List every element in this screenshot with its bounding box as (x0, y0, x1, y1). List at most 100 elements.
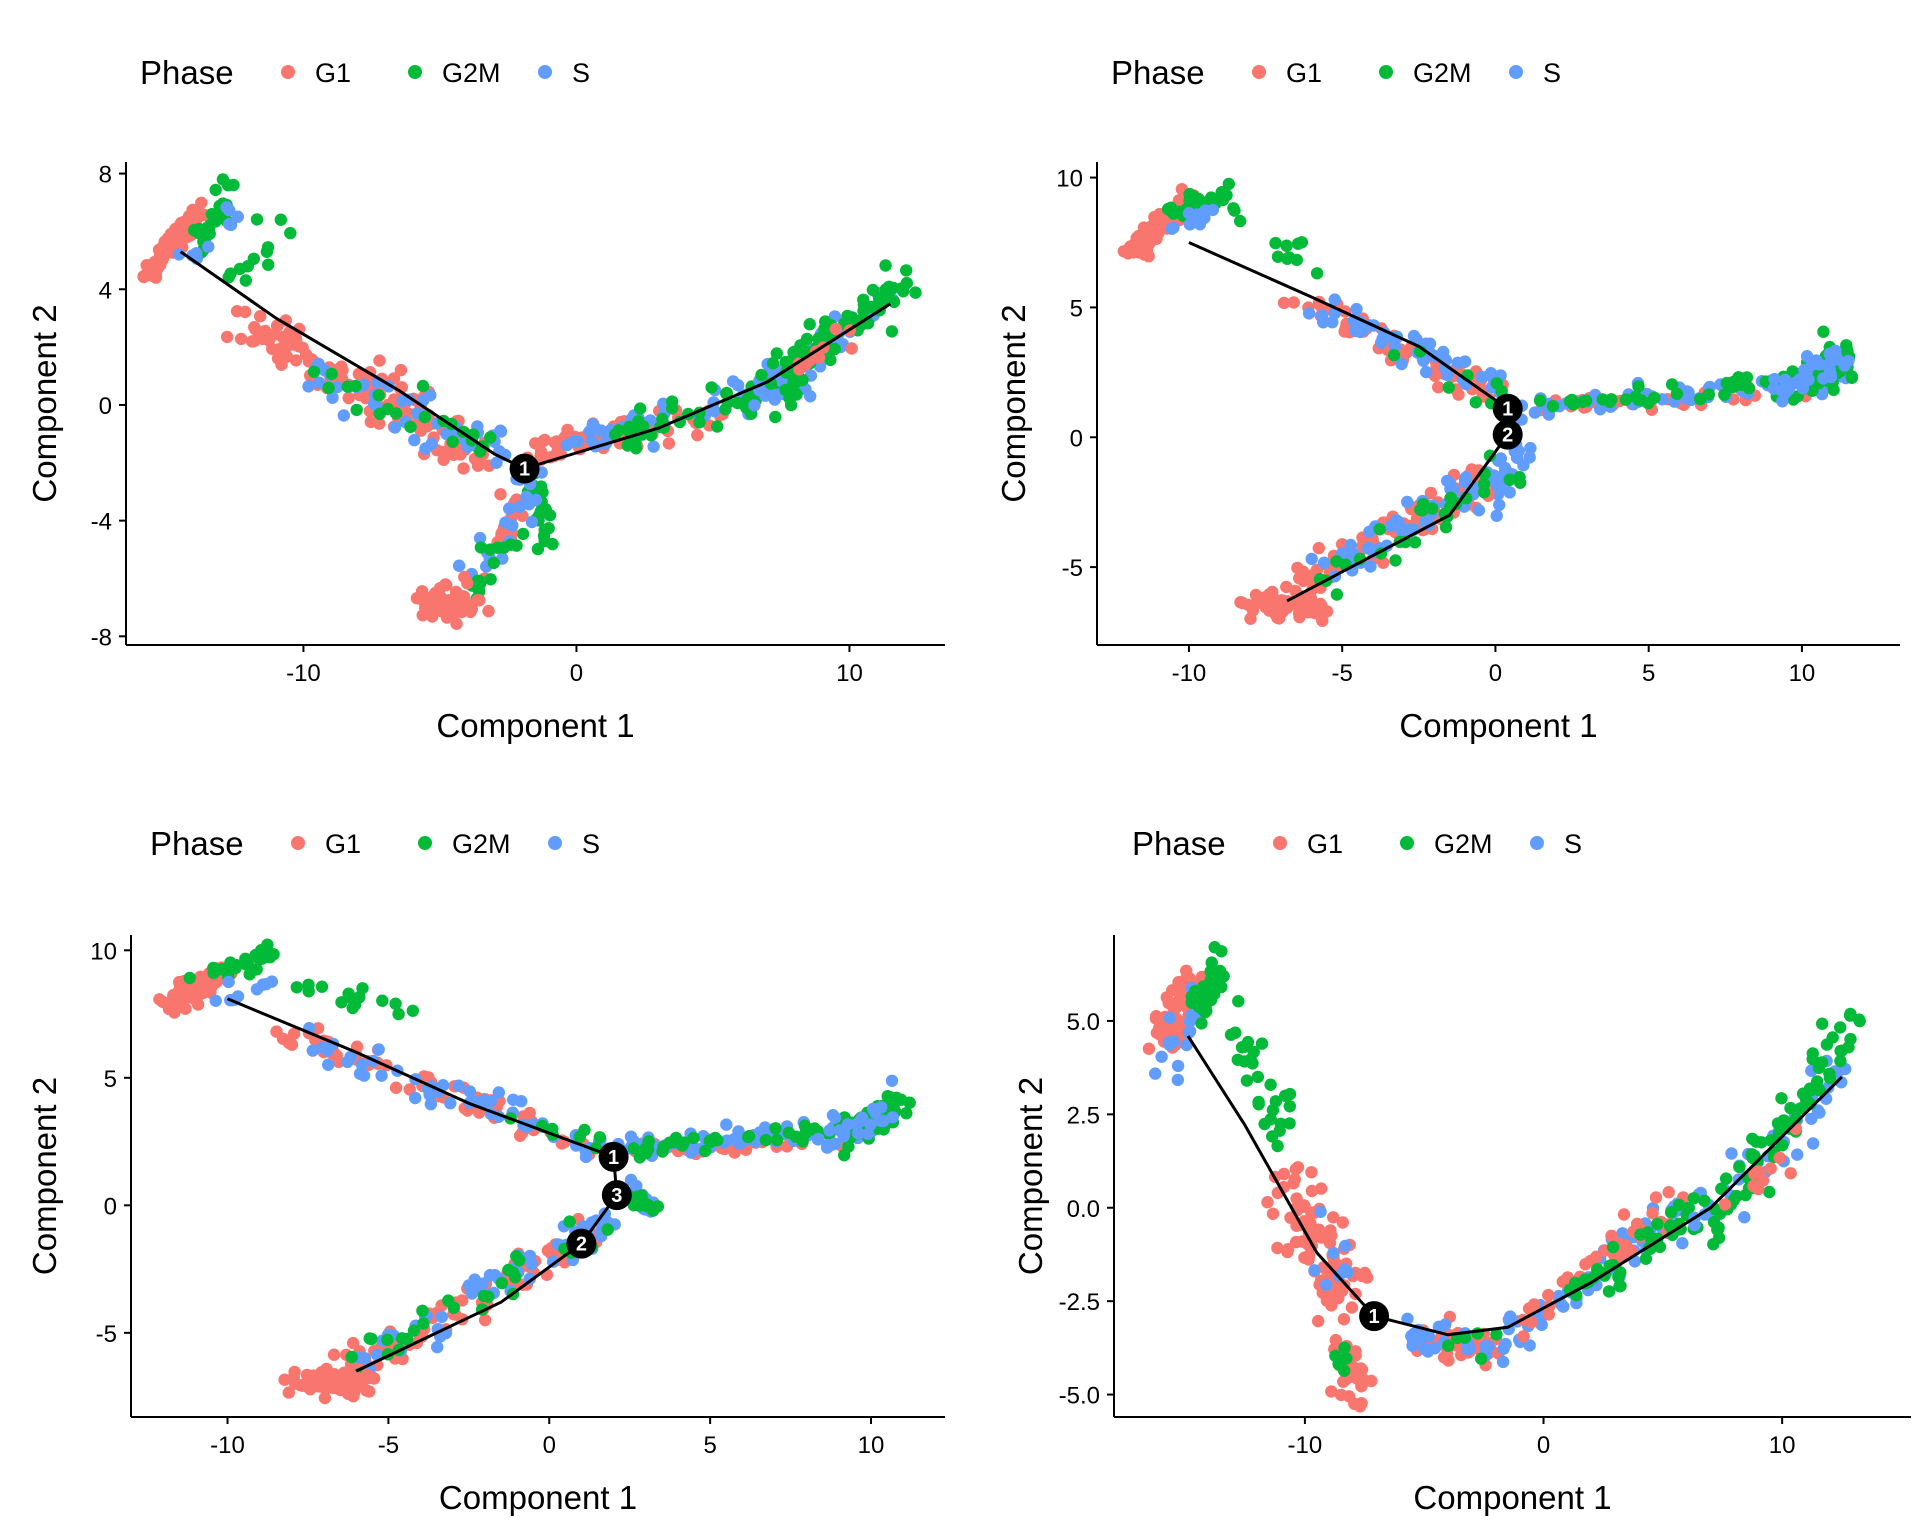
data-point-g1 (1266, 1207, 1280, 1221)
x-tick-label: -10 (1172, 660, 1207, 687)
data-point-g2m (474, 541, 488, 554)
x-tick-label: 10 (1769, 1432, 1796, 1459)
data-point-s (768, 393, 781, 406)
data-point-g1 (1752, 1165, 1765, 1178)
data-point-g2m (442, 1294, 455, 1307)
data-point-g1 (1289, 1235, 1303, 1249)
data-point-s (583, 424, 597, 438)
data-point-g1 (1175, 979, 1188, 992)
data-point-g2m (404, 420, 417, 434)
data-point-s (499, 516, 512, 529)
data-point-g2m (1295, 236, 1309, 249)
data-point-g2m (233, 262, 247, 276)
y-tick-label: 0.0 (1067, 1196, 1100, 1223)
data-point-g2m (885, 325, 899, 338)
data-point-g2m (1670, 387, 1684, 400)
data-point-g1 (1288, 1173, 1302, 1186)
trajectory-line (1186, 1035, 1843, 1337)
data-point-g2m (1330, 555, 1343, 568)
data-point-g2m (207, 966, 220, 980)
data-point-s (1339, 1239, 1352, 1253)
data-point-s (1395, 357, 1408, 371)
branch-point-label: 1 (519, 459, 530, 481)
data-point-s (1327, 1246, 1340, 1260)
y-axis-title: Component 2 (26, 304, 63, 502)
y-tick-label: 4 (99, 277, 112, 304)
legend-key-s (1509, 65, 1523, 79)
data-point-g2m (824, 353, 837, 367)
data-point-s (1193, 218, 1207, 231)
data-point-g2m (1240, 1074, 1254, 1087)
data-point-g2m (1687, 1192, 1701, 1205)
data-point-g2m (516, 527, 530, 541)
data-point-g1 (307, 1369, 320, 1382)
data-point-s (520, 490, 533, 503)
data-point-g1 (439, 578, 452, 591)
data-point-g2m (322, 381, 335, 395)
data-point-s (1616, 1227, 1629, 1240)
data-point-s (1796, 382, 1810, 395)
data-point-g1 (288, 330, 301, 343)
x-tick-label: 0 (570, 660, 583, 687)
data-point-s (302, 380, 315, 393)
data-point-g1 (1339, 321, 1352, 335)
data-point-s (1363, 525, 1376, 538)
data-point-g2m (1794, 1102, 1807, 1115)
data-point-g2m (1389, 554, 1402, 567)
data-point-s (1497, 1342, 1510, 1356)
data-point-g2m (509, 1271, 522, 1284)
data-point-g1 (1718, 1198, 1732, 1211)
data-point-g2m (1711, 1222, 1725, 1236)
data-point-g2m (392, 1007, 405, 1021)
legend: Phase G1 G2M S (140, 54, 590, 91)
data-point-g2m (1241, 1035, 1255, 1049)
data-point-g2m (1739, 1188, 1752, 1202)
trajectory-line (226, 997, 619, 1373)
data-point-g2m (416, 1304, 429, 1318)
x-tick-label: -10 (210, 1432, 245, 1459)
data-point-s (886, 1111, 899, 1124)
data-point-g2m (1216, 193, 1230, 207)
data-point-g1 (1172, 994, 1186, 1007)
branch-point-1 (598, 1141, 629, 1172)
data-point-g2m (882, 280, 896, 293)
data-point-g2m (1698, 1194, 1711, 1208)
data-point-g2m (284, 226, 297, 240)
data-point-g1 (478, 1313, 492, 1327)
data-point-s (1305, 552, 1318, 566)
data-point-g2m (803, 318, 816, 331)
data-point-s (1800, 365, 1814, 378)
data-point-g2m (1648, 391, 1661, 404)
data-point-s (1171, 1059, 1185, 1073)
data-point-s (1493, 498, 1506, 512)
data-point-s (1830, 351, 1844, 365)
legend-key-s (538, 65, 552, 79)
data-point-s (823, 1124, 836, 1137)
branch-point-1 (509, 453, 540, 484)
data-point-s (231, 210, 244, 223)
data-point-s (1350, 302, 1363, 316)
data-point-s (1768, 372, 1781, 386)
data-point-s (864, 1118, 877, 1131)
data-point-g1 (1605, 1229, 1618, 1243)
data-point-g2m (1817, 325, 1830, 338)
data-point-g1 (264, 328, 277, 341)
data-point-g1 (153, 993, 166, 1006)
data-point-g2m (1280, 1089, 1293, 1102)
data-point-g2m (381, 1333, 394, 1347)
data-point-g2m (1192, 985, 1205, 999)
data-point-s (1842, 354, 1855, 368)
data-point-s (1308, 1264, 1321, 1277)
legend: Phase G1 G2M S (1132, 825, 1582, 862)
data-point-g2m (1258, 1117, 1271, 1131)
data-point-g2m (381, 402, 394, 416)
y-tick-label: -8 (91, 624, 112, 651)
data-point-g2m (538, 534, 551, 548)
data-point-s (1197, 206, 1210, 219)
data-point-g1 (1244, 612, 1257, 625)
data-point-g1 (494, 488, 507, 501)
data-point-s (1344, 538, 1357, 552)
branch-point-label: 3 (611, 1185, 622, 1207)
data-point-s (503, 502, 516, 515)
data-point-s (1320, 1278, 1333, 1292)
